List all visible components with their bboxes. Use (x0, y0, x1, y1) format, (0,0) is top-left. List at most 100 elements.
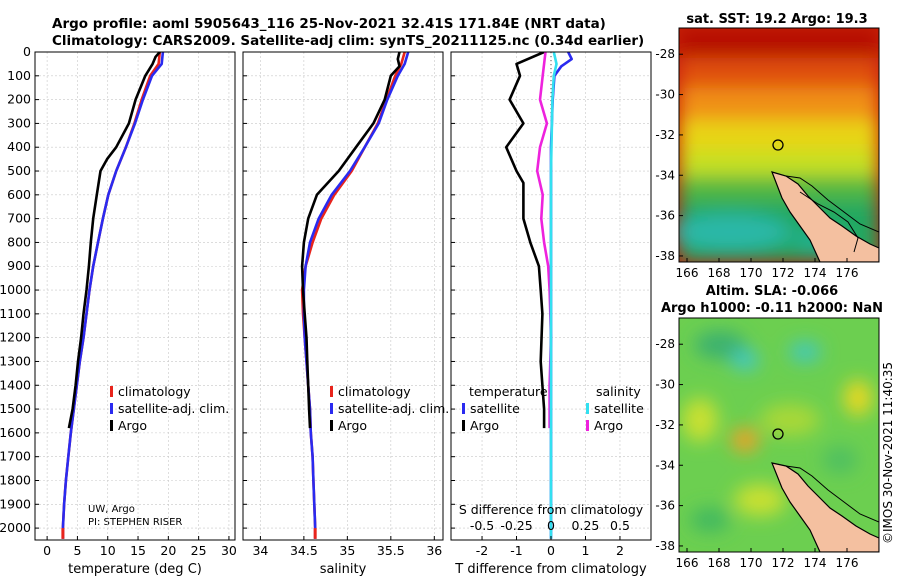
y-tick-label: 1900 (0, 496, 31, 511)
temp-frame (34, 51, 236, 541)
y-tick-label: 0 (23, 44, 31, 59)
diff-s-xlabel: S difference from climatology (459, 502, 644, 517)
sst-title: sat. SST: 19.2 Argo: 19.3 (686, 12, 867, 27)
y-tick-label: 600 (7, 187, 31, 202)
temp-series-group (61, 52, 165, 539)
imos-credit: ©IMOS 30-Nov-2021 11:40:35 (881, 362, 895, 544)
map-y-tick-label: -34 (655, 458, 675, 472)
y-tick-label: 1700 (0, 449, 31, 464)
legend-diff-sal-argo: Argo (594, 418, 623, 433)
legend-temp-argo: Argo (118, 418, 147, 433)
map-x-tick-label: 174 (804, 266, 827, 280)
h-title: Argo h1000: -0.11 h2000: NaN (661, 301, 883, 316)
map-x-tick-label: 174 (804, 556, 827, 570)
legend-diff-sal-sat: satellite (594, 401, 644, 416)
y-tick-label: 2000 (0, 520, 31, 535)
map-x-tick-label: 170 (740, 266, 763, 280)
legend-temp: climatology satellite-adj. clim. Argo (110, 384, 229, 433)
x-tick-label: -1 (510, 543, 522, 558)
diff-xlabel: T difference from climatology (454, 562, 647, 577)
sla-field (679, 318, 879, 552)
legend-diff-temp-title: temperature (469, 384, 548, 399)
x-tick-label: 36 (426, 543, 442, 558)
y-tick-label: 800 (7, 234, 31, 249)
sal-frame (242, 51, 444, 541)
map-axes-1: 166 168 170 172 174 176 -28 -30 -32 -34 -36 -38 (655, 337, 858, 570)
series-salinity-satellite (549, 52, 558, 539)
map-x-tick-label: 176 (836, 266, 859, 280)
x-tick-label: 1 (582, 543, 590, 558)
legend-temp-clim: climatology (118, 384, 191, 399)
series-argo (67, 52, 161, 429)
y-tick-label: 1100 (0, 306, 31, 321)
x-tick-label: 0 (43, 543, 51, 558)
credit-line2: PI: STEPHEN RISER (88, 517, 182, 528)
x-tick-label: 10 (100, 543, 116, 558)
sla-map: Altim. SLA: -0.066 Argo h1000: -0.11 h20… (661, 284, 883, 553)
x-tick-label: 35 (339, 543, 355, 558)
map-y-tick-label: -30 (655, 88, 675, 102)
map-x-tick-label: 170 (740, 556, 763, 570)
sal-panel: 34 34.5 35 35.5 36 salinity (242, 51, 444, 577)
legend-diff: temperature salinity satellite Argo sate… (462, 384, 644, 433)
credit-line1: UW, Argo (88, 504, 135, 515)
y-tick-label: 1500 (0, 401, 31, 416)
legend-sal-argo: Argo (338, 418, 367, 433)
sal-xlabel: salinity (320, 562, 367, 577)
y-tick-label: 300 (7, 115, 31, 130)
map-y-tick-label: -38 (655, 249, 675, 263)
x-tick-label: 2 (616, 543, 624, 558)
x-tick-label: 15 (130, 543, 146, 558)
legend-sal-clim: climatology (338, 384, 411, 399)
map-y-tick-label: -36 (655, 499, 675, 513)
sal-series-group (300, 52, 410, 539)
legend-diff-temp-sat: satellite (470, 401, 520, 416)
diff-series-group (504, 52, 573, 539)
diff-panel: -2 -1 0 1 2 T difference from climatology S di… (450, 51, 652, 577)
series-temperature-argo (504, 52, 546, 429)
legend-temp-sat: satellite-adj. clim. (118, 401, 229, 416)
map-axes-0: 166 168 170 172 174 176 -28 -30 -32 -34 -36 -38 (655, 47, 858, 280)
series-temperature-satellite (549, 52, 573, 539)
legend-sal: climatology satellite-adj. clim. Argo (330, 384, 449, 433)
sst-map: sat. SST: 19.2 Argo: 19.3 (678, 12, 880, 263)
x-tick-label: -2 (476, 543, 488, 558)
map-x-tick-label: 176 (836, 556, 859, 570)
series-argo (300, 52, 401, 429)
s-tick-label: 0.25 (572, 518, 600, 533)
map-x-tick-label: 172 (772, 266, 795, 280)
y-tick-label: 1800 (0, 472, 31, 487)
y-tick-label: 400 (7, 139, 31, 154)
sla-title: Altim. SLA: -0.066 (706, 284, 838, 299)
legend-diff-temp-argo: Argo (470, 418, 499, 433)
x-tick-label: 34.5 (290, 543, 318, 558)
y-tick-label: 100 (7, 68, 31, 83)
map-y-tick-label: -28 (655, 337, 675, 351)
s-tick-label: 0.5 (610, 518, 630, 533)
map-y-tick-label: -38 (655, 539, 675, 553)
map-x-tick-label: 168 (708, 556, 731, 570)
map-x-tick-label: 166 (676, 266, 699, 280)
x-tick-label: 30 (221, 543, 237, 558)
x-tick-label: 20 (160, 543, 176, 558)
map-y-tick-label: -32 (655, 128, 675, 142)
x-tick-label: 35.5 (377, 543, 405, 558)
sla-profile-marker (772, 428, 784, 440)
series-satellite-adj-clim- (61, 52, 165, 539)
y-tick-label: 200 (7, 92, 31, 107)
map-x-tick-label: 168 (708, 266, 731, 280)
legend-diff-sal-title: salinity (596, 384, 641, 399)
y-tick-label: 1200 (0, 330, 31, 345)
sst-profile-marker (772, 139, 784, 151)
y-tick-label: 1600 (0, 425, 31, 440)
map-y-tick-label: -32 (655, 418, 675, 432)
map-y-tick-label: -30 (655, 378, 675, 392)
map-y-tick-label: -36 (655, 209, 675, 223)
s-tick-label: -0.25 (500, 518, 532, 533)
s-tick-label: 0 (547, 518, 555, 533)
sst-field (679, 28, 879, 262)
series-climatology (300, 52, 406, 539)
map-x-tick-label: 166 (676, 556, 699, 570)
map-y-tick-label: -28 (655, 47, 675, 61)
series-satellite-adj-clim- (302, 52, 410, 539)
